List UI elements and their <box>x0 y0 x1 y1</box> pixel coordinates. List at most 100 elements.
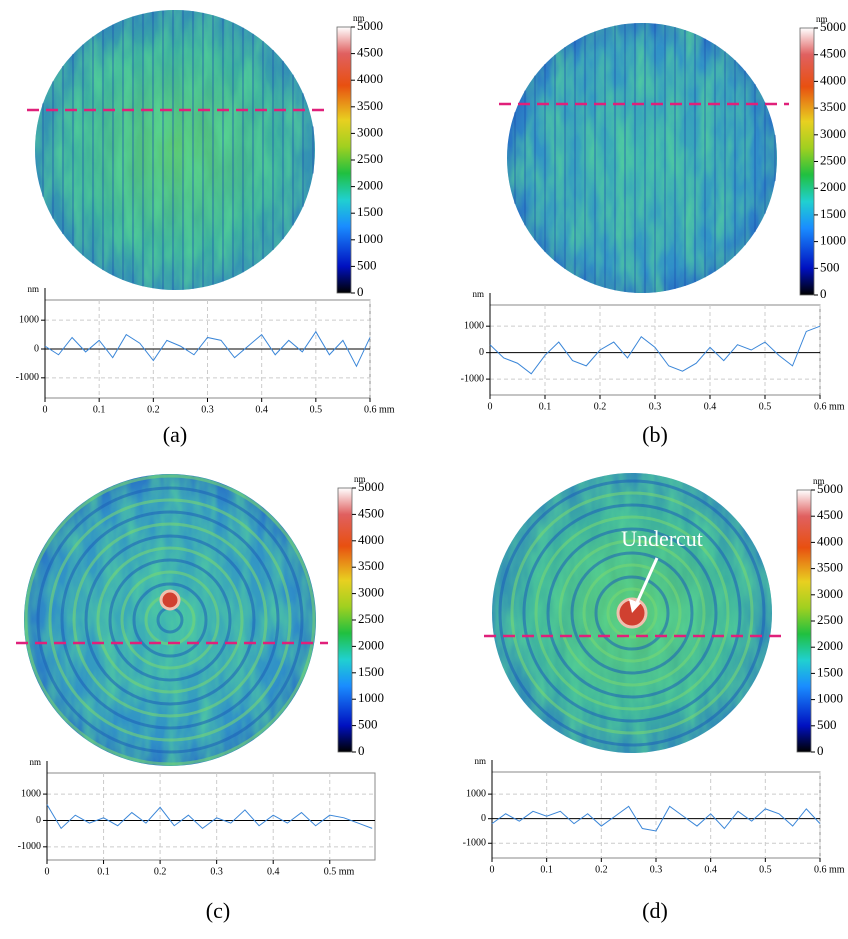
surface-ring <box>534 515 730 711</box>
colorbar <box>799 27 815 296</box>
colorbar-tick-label: 1000 <box>817 691 843 706</box>
colorbar-tick-label: 0 <box>820 286 827 301</box>
surface-ring <box>132 582 208 658</box>
colorbar-tick-label: 1500 <box>358 664 384 679</box>
colorbar-unit: nm <box>353 13 365 23</box>
colorbar-tick-label: 500 <box>817 717 837 732</box>
colorbar-tick-label: 2000 <box>817 638 843 653</box>
colorbar-tick-label: 1500 <box>357 204 383 219</box>
colorbar-tick-label: 3500 <box>358 558 384 573</box>
panel-caption: (a) <box>163 422 187 447</box>
x-tick-label: 0.6 mm <box>364 404 395 415</box>
colorbar-tick-label: 3500 <box>820 99 846 114</box>
x-tick-label: 0.4 <box>255 404 268 415</box>
surface-texture <box>507 23 777 293</box>
surface-ring <box>498 479 766 747</box>
colorbar <box>336 26 352 294</box>
colorbar-unit: nm <box>354 474 366 484</box>
surface-ring <box>558 539 706 687</box>
profile-line <box>46 804 373 830</box>
annotation: Undercut <box>621 526 703 551</box>
colorbar-tick-label: 5000 <box>817 481 843 496</box>
x-tick-label: 0.3 <box>201 404 214 415</box>
y-tick-label: -1000 <box>16 372 39 383</box>
colorbar-tick-label: 500 <box>357 257 377 272</box>
colorbar-tick-label: 4000 <box>817 533 843 548</box>
y-tick-label: 0 <box>34 343 39 354</box>
colorbar-tick-label: 4000 <box>357 71 383 86</box>
colorbar-tick-label: 3000 <box>817 586 843 601</box>
surface-ring <box>570 551 694 675</box>
colorbar-tick-label: 2000 <box>820 179 846 194</box>
colorbar-tick-label: 1000 <box>358 690 384 705</box>
surface-texture <box>24 474 316 766</box>
surface-texture <box>35 10 315 290</box>
colorbar-tick-label: 4500 <box>357 45 383 60</box>
colorbar-tick-label: 5000 <box>820 19 846 34</box>
colorbar-unit: nm <box>813 476 825 486</box>
x-tick-label: 0.2 <box>147 404 160 415</box>
profile-line <box>44 330 371 368</box>
colorbar-tick-label: 1000 <box>820 233 846 248</box>
surface-ring <box>594 575 670 651</box>
colorbar-tick-label: 0 <box>358 743 365 758</box>
y-tick-label: 1000 <box>464 320 484 331</box>
x-tick-label: 0.2 <box>595 864 608 875</box>
surface-ring <box>24 474 316 766</box>
y-axis-label: nm <box>29 757 41 767</box>
surface-ring <box>120 570 220 670</box>
y-tick-label: 0 <box>36 815 41 826</box>
colorbar-tick-label: 500 <box>820 259 840 274</box>
y-tick-label: -1000 <box>461 373 484 384</box>
surface-ring <box>84 534 256 706</box>
x-tick-label: 0.3 <box>649 401 662 412</box>
annotation-arrow <box>634 557 659 606</box>
y-axis-label: nm <box>474 756 486 766</box>
x-tick-label: 0.6 mm <box>814 864 845 875</box>
colorbar-tick-label: 1000 <box>357 231 383 246</box>
colorbar-tick-label: 2500 <box>820 152 846 167</box>
profile-line <box>489 325 821 375</box>
x-tick-label: 0 <box>43 404 48 415</box>
x-tick-label: 0.1 <box>539 401 552 412</box>
x-tick-label: 0 <box>490 864 495 875</box>
x-tick-label: 0.5 <box>310 404 323 415</box>
x-tick-label: 0.4 <box>267 866 280 877</box>
x-tick-label: 0 <box>45 866 50 877</box>
panel-caption: (c) <box>206 898 230 923</box>
x-tick-label: 0.3 <box>210 866 223 877</box>
y-tick-label: -1000 <box>18 841 41 852</box>
colorbar-tick-label: 3000 <box>820 126 846 141</box>
surface-ring <box>72 522 268 718</box>
x-tick-label: 0.5 <box>759 864 772 875</box>
colorbar-tick-label: 0 <box>817 743 824 758</box>
surface-ring <box>96 546 244 694</box>
colorbar-tick-label: 1500 <box>817 664 843 679</box>
x-tick-label: 0.3 <box>650 864 663 875</box>
colorbar-tick-label: 4500 <box>817 507 843 522</box>
colorbar-tick-label: 3000 <box>357 124 383 139</box>
panel-caption: (b) <box>642 422 668 447</box>
colorbar-tick-label: 5000 <box>357 18 383 33</box>
colorbar-tick-label: 2000 <box>358 637 384 652</box>
colorbar-tick-label: 4000 <box>820 72 846 87</box>
y-axis-label: nm <box>27 284 39 294</box>
y-tick-label: 1000 <box>466 788 486 799</box>
colorbar-tick-label: 2500 <box>358 611 384 626</box>
surface-ring <box>546 527 718 699</box>
x-tick-label: 0.2 <box>594 401 607 412</box>
colorbar-tick-label: 3500 <box>357 98 383 113</box>
x-tick-label: 0.1 <box>540 864 553 875</box>
x-tick-label: 0.5 mm <box>324 866 355 877</box>
x-tick-label: 0.2 <box>154 866 167 877</box>
x-tick-label: 0.4 <box>704 864 717 875</box>
x-tick-label: 0 <box>488 401 493 412</box>
colorbar-tick-label: 2000 <box>357 178 383 193</box>
colorbar-tick-label: 4000 <box>358 532 384 547</box>
colorbar-tick-label: 1500 <box>820 206 846 221</box>
profile-line <box>491 805 821 832</box>
colorbar <box>796 489 812 753</box>
surface-ring <box>510 491 754 735</box>
colorbar-tick-label: 4500 <box>820 46 846 61</box>
